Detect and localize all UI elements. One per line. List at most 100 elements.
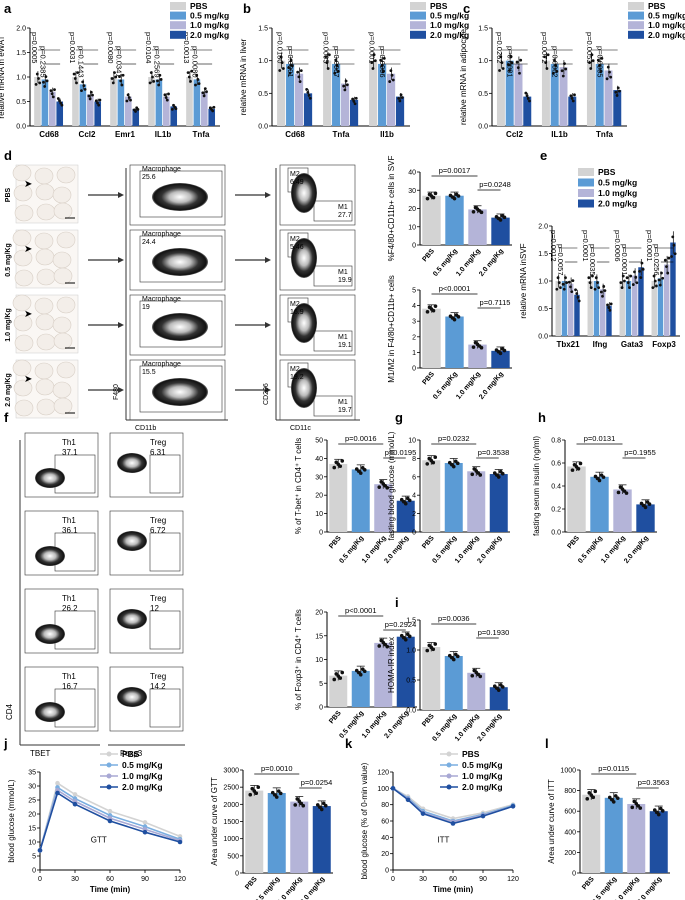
data-point <box>578 461 583 466</box>
p-value-label: p=0.0001 <box>620 244 629 276</box>
data-point <box>470 673 475 678</box>
p-value-label: p=0.0256 <box>652 244 661 276</box>
bar <box>632 275 638 336</box>
gate-value: 37.1 <box>62 448 78 457</box>
bar <box>117 79 125 126</box>
data-point <box>407 498 412 503</box>
data-point <box>623 279 626 283</box>
bar <box>613 489 632 532</box>
p-value-label: p=0.0131 <box>584 434 616 443</box>
y-tick-label: 10 <box>315 657 323 664</box>
data-point <box>615 94 619 97</box>
data-point <box>515 60 519 64</box>
axis-label: CD11c <box>290 425 311 432</box>
chart-l: 0 200 400 600 800 1000 Area under curve of ITT… <box>547 764 670 900</box>
data-point <box>344 79 348 83</box>
y-tick-label: 20 <box>315 610 323 617</box>
chart-title: GTT <box>91 836 107 845</box>
bar <box>351 469 370 532</box>
gate-label: Macrophage <box>142 361 181 368</box>
gate-m1 <box>313 265 353 287</box>
bar <box>132 108 140 126</box>
y-axis-label: relative mRNA in liver <box>239 38 248 115</box>
p-value-label: p=0.0262 <box>495 32 504 64</box>
data-point <box>496 688 501 692</box>
y-tick-label: 10 <box>408 224 416 231</box>
gate-label: M1 <box>338 399 348 406</box>
data-point <box>342 84 346 88</box>
x-tick-label: PBS <box>421 371 436 387</box>
p-value-label: p=0.1930 <box>478 628 510 637</box>
x-tick-label: 1.0 mg/Kg <box>277 876 304 900</box>
data-point <box>425 310 430 314</box>
y-tick-label: 1.5 <box>406 618 416 625</box>
legend-label: 0.5 mg/kg <box>598 178 637 188</box>
data-point <box>630 805 635 810</box>
flow-density <box>291 303 317 343</box>
data-point <box>452 196 457 201</box>
data-point <box>345 83 349 87</box>
x-tick-label: 90 <box>479 876 487 883</box>
chart-k: 0 20 40 60 80 100 120 blood glucose (% of 0-min… <box>360 749 519 894</box>
x-tick-label: Il1b <box>380 130 394 139</box>
y-tick-label: 30 <box>28 784 36 791</box>
flow-density <box>117 531 147 551</box>
data-point <box>591 274 594 278</box>
data-point <box>528 99 531 103</box>
data-point <box>455 461 460 466</box>
series-point <box>72 792 78 797</box>
y-axis-label: blood glucose (% of 0-min value) <box>360 762 369 879</box>
data-point <box>615 796 620 800</box>
series-point <box>142 820 148 825</box>
y-tick-label: 15 <box>28 826 36 833</box>
data-point <box>643 505 648 510</box>
y-tick-label: 0.6 <box>551 461 561 468</box>
data-point <box>323 803 328 808</box>
y-tick-label: 1 <box>412 350 416 357</box>
data-point <box>194 83 197 87</box>
data-point <box>577 299 581 303</box>
data-point <box>390 73 394 77</box>
data-point <box>403 501 408 506</box>
flow-axes-d: F480 CD11b CD206 CD11c <box>113 168 360 432</box>
y-tick-label: 1.5 <box>258 26 268 33</box>
x-tick-label: 30 <box>419 876 427 883</box>
bar <box>41 79 49 126</box>
x-tick-label: Ccl2 <box>79 130 96 139</box>
y-tick-label: 2000 <box>223 802 239 809</box>
x-tick-label: 2.0 mg/Kg <box>299 876 326 900</box>
y-tick-label: 60 <box>381 819 389 826</box>
legend-swatch <box>410 2 426 10</box>
bar <box>110 77 117 126</box>
data-point <box>81 80 85 84</box>
data-point <box>597 478 602 483</box>
data-point <box>506 63 510 66</box>
data-point <box>293 803 298 807</box>
bar <box>387 73 396 126</box>
x-tick-label: 0 <box>38 876 42 883</box>
data-point <box>196 78 200 81</box>
data-point <box>546 53 550 57</box>
p-value-label: p=0.7115 <box>480 298 511 307</box>
data-point <box>554 64 558 68</box>
legend-swatch <box>170 11 186 20</box>
bar <box>422 308 441 368</box>
gate-label: M2 <box>290 366 300 373</box>
bar <box>568 283 574 336</box>
adipocyte <box>14 334 34 352</box>
gate-label: Treg <box>150 516 166 525</box>
y-tick-label: 0 <box>572 871 576 878</box>
bar <box>374 642 393 707</box>
data-point <box>593 287 597 291</box>
data-point <box>452 317 457 322</box>
bar <box>286 63 295 126</box>
y-tick-label: 0.2 <box>551 507 561 514</box>
series-point <box>450 821 456 826</box>
series-line <box>392 787 514 822</box>
data-point <box>557 281 561 285</box>
